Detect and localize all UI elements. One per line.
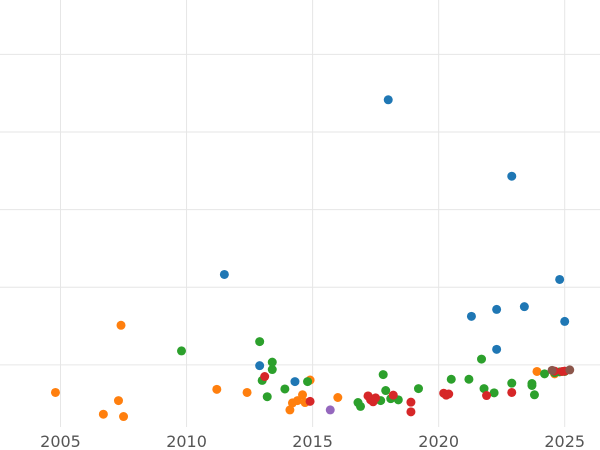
data-point [290, 377, 300, 387]
data-point [540, 369, 550, 379]
data-point [560, 316, 570, 326]
data-point [507, 387, 517, 397]
data-point [406, 407, 416, 417]
data-point [255, 361, 265, 371]
data-point [262, 392, 272, 402]
data-point [113, 396, 123, 406]
data-point [303, 377, 313, 387]
data-point [482, 391, 492, 401]
data-point [98, 409, 108, 419]
data-point [305, 396, 315, 406]
data-point [479, 384, 489, 394]
data-point [267, 365, 277, 375]
data-point [477, 354, 487, 364]
data-point [116, 320, 126, 330]
x-tick-label: 2015 [292, 432, 333, 450]
series-3 [260, 366, 570, 417]
x-tick-label: 2005 [40, 432, 81, 450]
data-point [507, 171, 517, 181]
data-point [255, 337, 265, 347]
data-point [565, 365, 575, 375]
data-point [356, 401, 366, 411]
series-1 [50, 320, 560, 422]
x-tick-label: 2025 [544, 432, 585, 450]
data-point [325, 405, 335, 415]
data-point [547, 365, 557, 375]
data-point [519, 302, 529, 312]
data-point [527, 380, 537, 390]
data-point [285, 405, 295, 415]
data-point [489, 388, 499, 398]
data-point [507, 378, 517, 388]
data-point [388, 390, 398, 400]
data-point [298, 390, 308, 400]
data-point [267, 357, 277, 367]
data-point [242, 387, 252, 397]
data-point [219, 269, 229, 279]
grid-layer [0, 0, 600, 427]
data-point [413, 384, 423, 394]
data-point [260, 372, 270, 382]
data-point [280, 384, 290, 394]
data-point [466, 311, 476, 321]
data-point [464, 374, 474, 384]
data-point [378, 370, 388, 380]
data-point [212, 384, 222, 394]
data-point [177, 346, 187, 356]
data-point [292, 396, 302, 406]
data-point [529, 390, 539, 400]
data-point [333, 392, 343, 402]
data-point [371, 393, 381, 403]
data-point [406, 397, 416, 407]
x-tick-label: 2020 [418, 432, 459, 450]
data-point [381, 386, 391, 396]
series-4 [325, 405, 335, 415]
data-point [444, 389, 454, 399]
series-0 [219, 95, 570, 387]
data-point [492, 304, 502, 314]
x-tick-label: 2010 [166, 432, 207, 450]
points-layer [50, 95, 575, 422]
data-point [532, 366, 542, 376]
data-point [555, 274, 565, 284]
x-axis-ticks: 2005 2010 2015 2020 2025 [40, 432, 585, 450]
data-point [50, 387, 60, 397]
data-point [446, 374, 456, 384]
data-point [383, 95, 393, 105]
series-5 [547, 365, 575, 375]
data-point [119, 412, 129, 422]
data-point [492, 344, 502, 354]
